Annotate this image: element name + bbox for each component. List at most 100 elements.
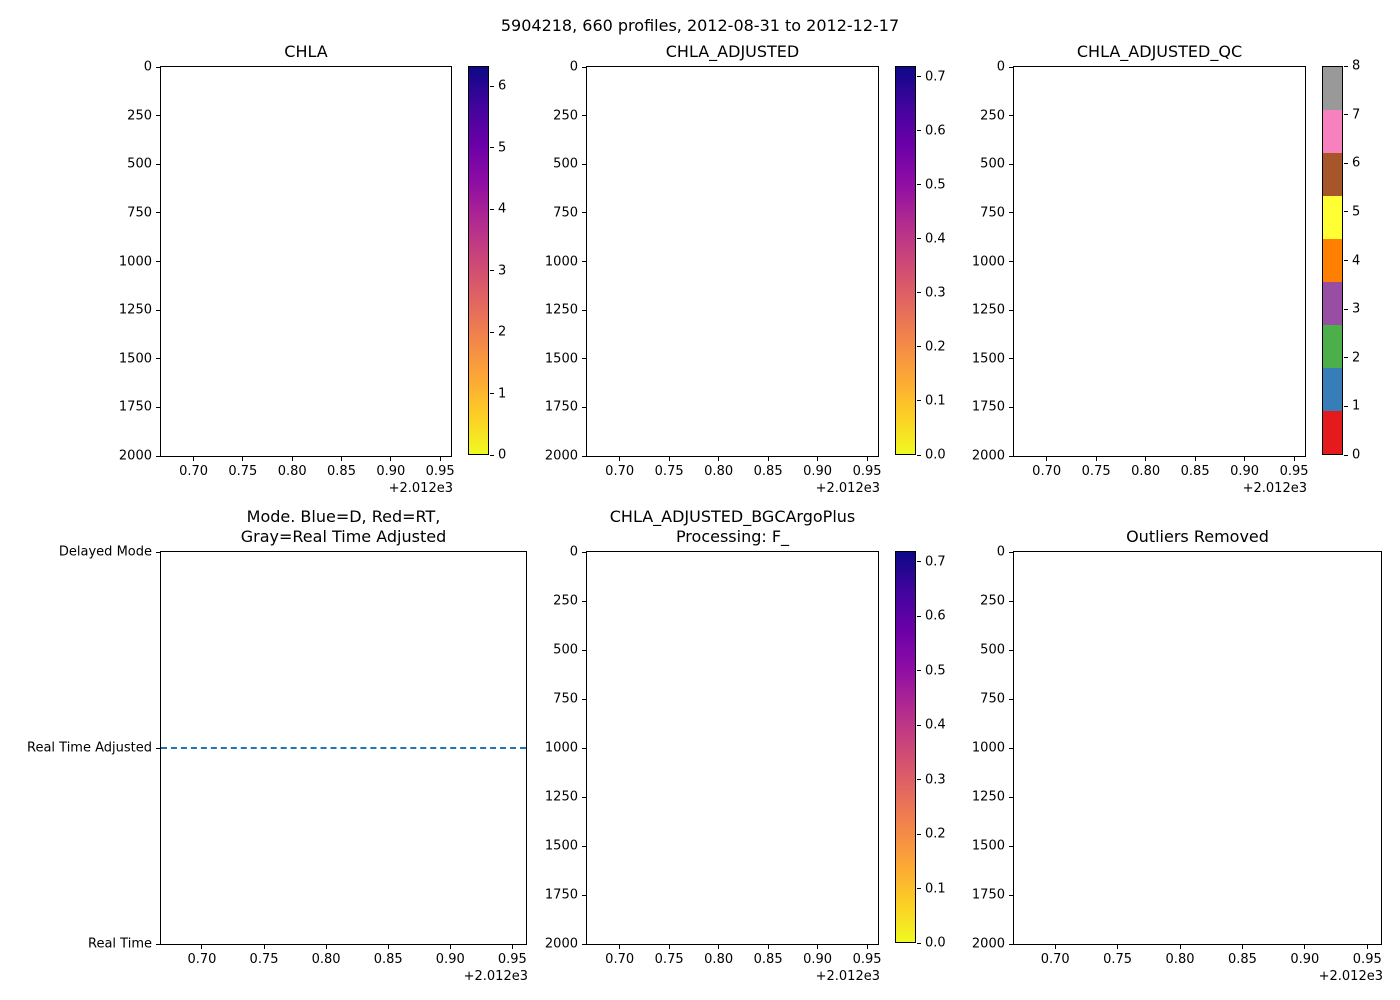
x-tick-mark — [1304, 945, 1306, 949]
y-tick-label: 1750 — [118, 399, 152, 415]
axes-outliers-removed: Outliers Removed +2.012e3 0.70 0.75 0.80 0.… — [972, 527, 1383, 984]
colorbar-tick-label: 1 — [498, 386, 507, 402]
colorbar-tick-mark — [1344, 405, 1348, 407]
x-tick-label: 0.95 — [1352, 952, 1382, 967]
y-tick-mark — [156, 406, 160, 408]
y-tick-mark — [156, 115, 160, 117]
axes-title-chla-adjusted-qc: CHLA_ADJUSTED_QC — [1076, 42, 1243, 61]
x-tick-mark — [1117, 945, 1119, 949]
x-tick-label: 0.85 — [753, 952, 783, 967]
colorbar-tick-label: 5 — [1352, 204, 1361, 220]
y-tick-mark — [582, 163, 586, 165]
axes-mode: Mode. Blue=D, Red=RT, Gray=Real Time Adj… — [27, 507, 528, 984]
y-tick-label: 1500 — [544, 351, 578, 367]
x-tick-mark — [767, 457, 769, 461]
x-tick-label: 0.85 — [1180, 464, 1210, 479]
y-tick-mark — [156, 455, 160, 457]
x-tick-label: 0.80 — [1165, 952, 1195, 967]
colorbar-tick-mark — [917, 130, 921, 132]
x-tick-mark — [718, 945, 720, 949]
y-tick-label: Real Time Adjusted — [27, 740, 152, 756]
axes-title-outliers: Outliers Removed — [1126, 527, 1269, 546]
colorbar-gradient — [468, 66, 489, 455]
qc-color-segment — [1323, 282, 1342, 326]
y-tick-label: 1000 — [544, 740, 578, 756]
y-tick-mark — [582, 943, 586, 945]
qc-color-segment — [1323, 368, 1342, 411]
qc-color-segment — [1323, 110, 1342, 153]
plot-area-mode — [161, 552, 526, 944]
x-tick-mark — [291, 457, 293, 461]
colorbar-tick-mark — [917, 724, 921, 726]
plot-area-bgc — [587, 552, 878, 944]
qc-color-segment — [1323, 411, 1342, 454]
y-tick-mark — [582, 66, 586, 68]
y-tick-mark — [156, 309, 160, 311]
y-tick-label: 1000 — [544, 254, 578, 269]
y-tick-label: 250 — [127, 108, 152, 124]
x-tick-mark — [619, 457, 621, 461]
x-tick-mark — [1179, 945, 1181, 949]
y-tick-mark — [582, 649, 586, 651]
y-tick-label: 750 — [980, 205, 1005, 221]
x-tick-label: 0.95 — [497, 952, 527, 967]
y-tick-mark — [1009, 600, 1013, 602]
x-tick-mark — [1145, 457, 1147, 461]
x-tick-label: 0.80 — [311, 952, 341, 967]
colorbar-tick-label: 0.7 — [925, 554, 946, 570]
axes-chla-adjusted: CHLA_ADJUSTED +2.012e3 0.70 0.75 0.80 0.85 0… — [545, 42, 882, 496]
axes-title-chla: CHLA — [284, 42, 328, 61]
x-tick-mark — [767, 945, 769, 949]
y-tick-mark — [582, 796, 586, 798]
qc-color-segment — [1323, 153, 1342, 197]
axes-chla-adjusted-qc: CHLA_ADJUSTED_QC +2.012e3 0.70 0.75 0.80 0.… — [972, 42, 1309, 496]
colorbar-tick-label: 0.7 — [925, 69, 946, 85]
y-tick-label: 0 — [143, 59, 152, 75]
y-tick-mark — [582, 551, 586, 553]
axes-title-bgc-line2: Processing: F_ — [675, 527, 790, 546]
y-tick-label: 2000 — [544, 936, 578, 952]
y-tick-label: 500 — [553, 642, 578, 658]
plot-area-outliers — [1014, 552, 1381, 944]
colorbar-gradient — [895, 66, 916, 455]
y-tick-label: 1250 — [544, 302, 578, 318]
y-tick-label: 500 — [553, 156, 578, 172]
x-tick-mark — [866, 457, 868, 461]
x-tick-mark — [817, 945, 819, 949]
colorbar-tick-mark — [917, 292, 921, 294]
y-tick-label: 1000 — [118, 254, 152, 269]
y-tick-mark — [1009, 212, 1013, 214]
colorbar-tick-mark — [1344, 357, 1348, 359]
axes-chla: CHLA +2.012e3 0.70 0.75 0.80 0.85 0.90 0.95 0 2… — [119, 42, 455, 496]
x-tick-label: 0.70 — [605, 952, 635, 967]
x-tick-mark — [1095, 457, 1097, 461]
figure-title: 5904218, 660 profiles, 2012-08-31 to 201… — [500, 16, 900, 35]
x-tick-label: 0.95 — [852, 464, 882, 479]
y-tick-mark — [156, 551, 160, 553]
y-tick-mark — [1009, 309, 1013, 311]
colorbar-tick-label: 8 — [1352, 58, 1361, 74]
axes-title-mode-line1: Mode. Blue=D, Red=RT, — [246, 507, 441, 526]
colorbar-tick-label: 0 — [498, 447, 507, 463]
x-tick-mark — [193, 457, 195, 461]
y-tick-label: 2000 — [971, 936, 1005, 952]
colorbar-qc: 0 1 2 3 4 5 6 7 8 — [1322, 59, 1360, 463]
colorbar-tick-label: 0.5 — [925, 177, 946, 193]
y-tick-mark — [1009, 551, 1013, 553]
colorbar-tick-label: 0.5 — [925, 663, 946, 679]
colorbar-tick-label: 0 — [1352, 447, 1361, 463]
y-tick-mark — [582, 212, 586, 214]
x-tick-label: 0.70 — [179, 464, 209, 479]
y-tick-label: 500 — [980, 156, 1005, 172]
y-tick-mark — [582, 455, 586, 457]
x-tick-label: 0.70 — [187, 952, 217, 967]
colorbar-tick-mark — [917, 238, 921, 240]
x-tick-label: 0.80 — [1131, 464, 1161, 479]
colorbar-chla: 0 1 2 3 4 5 6 — [468, 66, 506, 463]
y-tick-mark — [1009, 261, 1013, 262]
y-tick-mark — [582, 698, 586, 700]
x-axis-offset-label: +2.012e3 — [815, 481, 880, 496]
qc-color-segment — [1323, 67, 1342, 110]
y-tick-label: 1750 — [544, 887, 578, 903]
y-tick-label: 1000 — [971, 740, 1005, 756]
